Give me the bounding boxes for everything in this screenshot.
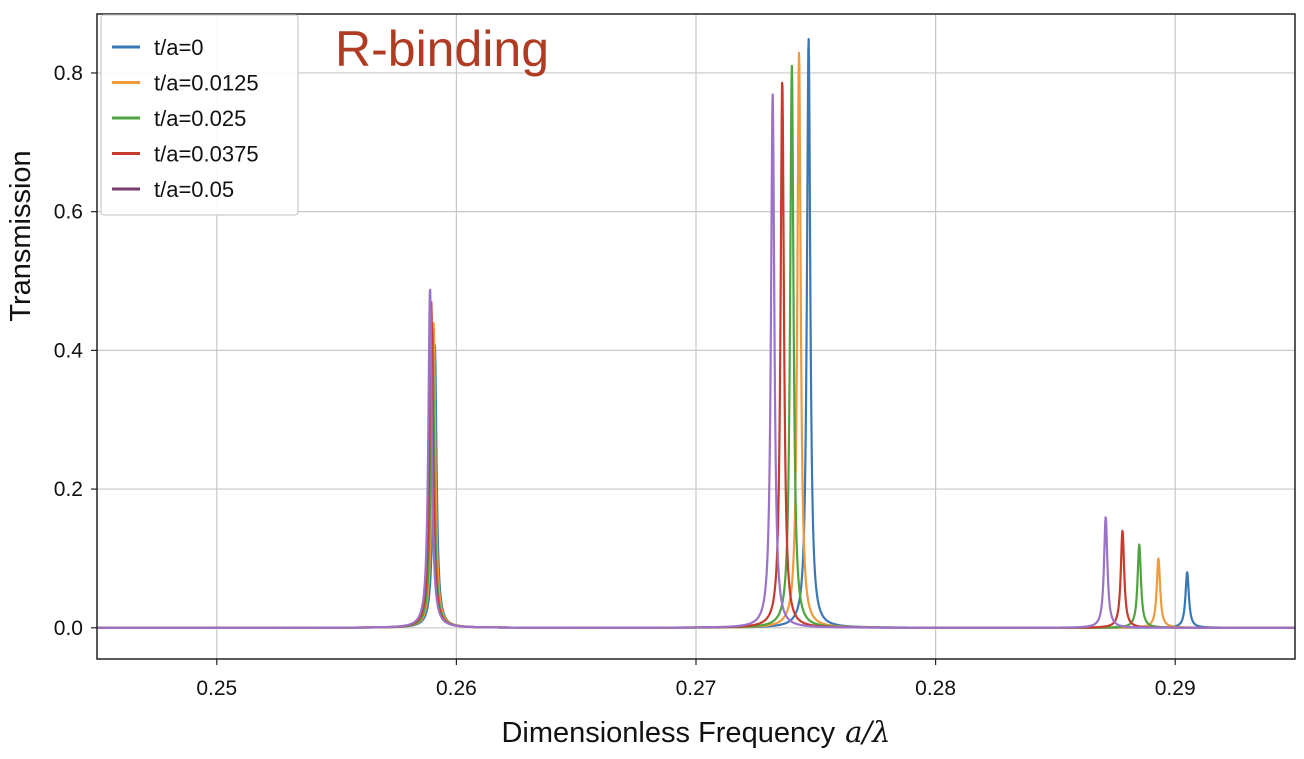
x-tick-label: 0.26 — [436, 677, 477, 700]
x-axis-title: Dimensionless Frequency a/λ — [501, 715, 890, 749]
y-tick-label: 0.0 — [54, 617, 83, 640]
legend-box — [100, 14, 299, 216]
y-tick-label: 0.4 — [54, 339, 84, 362]
legend-label: t/a=0.025 — [154, 106, 246, 131]
legend: t/a=0 t/a=0.0125 t/a=0.025 t/a=0.0375 t/a=0.… — [100, 14, 299, 216]
y-axis-title: Transmission — [5, 150, 37, 321]
legend-label: t/a=0.0375 — [154, 142, 259, 167]
legend-label: t/a=0.0125 — [154, 71, 259, 96]
x-axis-title-text: Dimensionless Frequency — [501, 717, 835, 749]
legend-label: t/a=0.05 — [154, 177, 234, 202]
x-tick-label: 0.25 — [196, 677, 237, 700]
ticks: 0.25 0.26 0.27 0.28 0.29 0.0 0.2 0.4 0.6 0.8 — [54, 62, 1196, 700]
y-tick-label: 0.6 — [54, 201, 83, 224]
y-tick-label: 0.8 — [54, 62, 83, 85]
x-tick-label: 0.28 — [915, 677, 956, 700]
x-tick-label: 0.29 — [1155, 677, 1196, 700]
x-tick-label: 0.27 — [676, 677, 717, 700]
series-layer — [96, 37, 1296, 629]
x-axis-title-math: a/λ — [845, 715, 890, 749]
y-tick-label: 0.2 — [54, 478, 83, 501]
chart-annotation: R-binding — [335, 21, 549, 77]
series-line-5 — [96, 93, 1296, 629]
legend-label: t/a=0 — [154, 35, 204, 60]
